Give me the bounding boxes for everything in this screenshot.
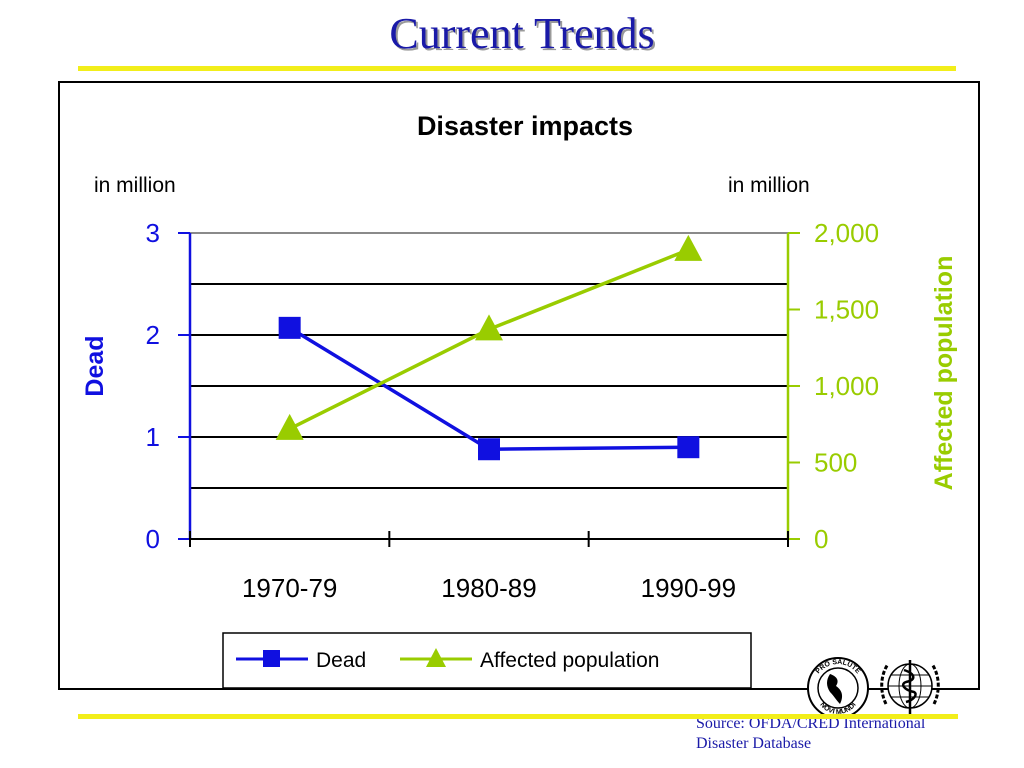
right-tick-label-3: 1,500 bbox=[814, 295, 879, 325]
right-tick-label-4: 2,000 bbox=[814, 218, 879, 248]
bottom-divider bbox=[78, 714, 958, 719]
slide-title: Current Trends bbox=[389, 9, 655, 58]
left-tick-label-2: 2 bbox=[146, 320, 160, 350]
chart-svg: Disaster impacts in million in million D… bbox=[81, 111, 958, 688]
right-axis-title: Affected population bbox=[930, 256, 958, 491]
left-tick-label-1: 1 bbox=[146, 422, 160, 452]
dead-point-2 bbox=[677, 436, 700, 459]
source-line-1: Source: OFDA/CRED International bbox=[696, 715, 926, 732]
dead-point-1 bbox=[478, 438, 500, 461]
left-tick-label-3: 3 bbox=[146, 218, 160, 248]
legend-affected-label: Affected population bbox=[480, 649, 659, 672]
legend-dead-marker bbox=[263, 650, 280, 667]
legend: Dead Affected population bbox=[222, 632, 752, 688]
right-tick-label-0: 0 bbox=[814, 524, 828, 554]
who-logo bbox=[880, 660, 940, 714]
left-axis-title: Dead bbox=[81, 335, 109, 396]
x-tick-label-0: 1970-79 bbox=[242, 573, 337, 603]
left-tick-label-0: 0 bbox=[146, 524, 160, 554]
x-tick-label-2: 1990-99 bbox=[641, 573, 736, 603]
series-line-dead bbox=[288, 326, 689, 451]
dead-point-0 bbox=[278, 316, 301, 339]
source-line-2: Disaster Database bbox=[696, 735, 812, 752]
right-tick-label-2: 1,000 bbox=[814, 371, 879, 401]
paho-logo: PRO SALUTE NOVI MUNDI bbox=[807, 657, 869, 719]
right-unit-label: in million bbox=[728, 174, 810, 197]
affected-point-2 bbox=[674, 234, 703, 261]
chart-container: Disaster impacts in million in million D… bbox=[58, 81, 980, 690]
chart-title: Disaster impacts bbox=[417, 111, 633, 141]
affected-point-1 bbox=[475, 314, 503, 341]
legend-dead-label: Dead bbox=[316, 649, 366, 672]
affected-point-0 bbox=[275, 413, 304, 440]
left-unit-label: in million bbox=[94, 174, 176, 197]
right-tick-label-1: 500 bbox=[814, 448, 857, 478]
x-tick-label-1: 1980-89 bbox=[441, 573, 536, 603]
top-divider bbox=[78, 66, 956, 71]
source-citation: Source: OFDA/CRED International Disaster… bbox=[696, 714, 1016, 754]
legend-affected-marker bbox=[426, 648, 446, 667]
